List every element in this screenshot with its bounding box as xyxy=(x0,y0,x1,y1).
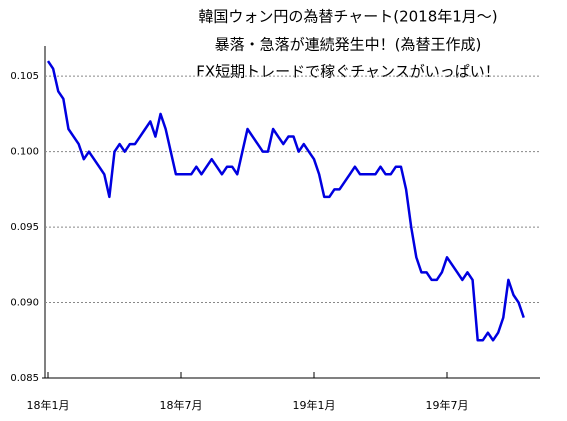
y-tick-label: 0.090 xyxy=(10,298,39,309)
y-tick-label: 0.100 xyxy=(10,147,39,158)
x-tick-label: 18年1月 xyxy=(27,398,70,412)
chart-title: 韓国ウォン円の為替チャート(2018年1月～) xyxy=(198,8,497,26)
line-series xyxy=(46,60,525,342)
x-tick-label: 18年7月 xyxy=(160,398,203,412)
x-tick-label: 19年1月 xyxy=(293,398,336,412)
chart-title: FX短期トレードで稼ぐチャンスがいっぱい！ xyxy=(196,63,499,81)
y-tick-label: 0.105 xyxy=(10,71,39,82)
chart-title: 暴落・急落が連続発生中！(為替王作成) xyxy=(215,36,482,54)
y-tick-label: 0.095 xyxy=(10,222,39,233)
x-tick-label: 19年7月 xyxy=(426,398,469,412)
y-tick-label: 0.085 xyxy=(10,373,39,384)
